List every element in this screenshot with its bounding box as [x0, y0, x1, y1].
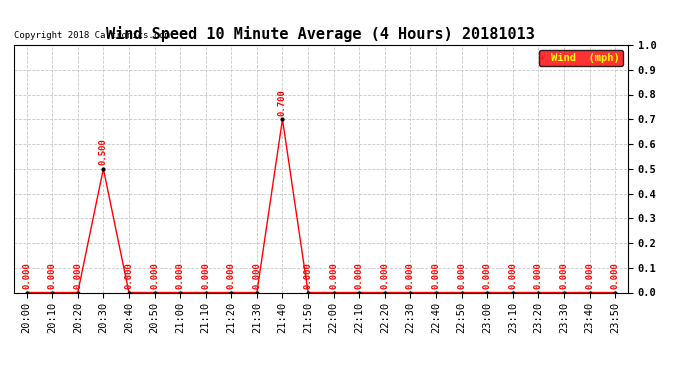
Text: 0.700: 0.700	[278, 88, 287, 116]
Text: 0.000: 0.000	[431, 262, 440, 289]
Text: 0.000: 0.000	[585, 262, 594, 289]
Text: 0.000: 0.000	[304, 262, 313, 289]
Text: 0.000: 0.000	[227, 262, 236, 289]
Text: 0.000: 0.000	[150, 262, 159, 289]
Text: 0.000: 0.000	[329, 262, 338, 289]
Text: 0.000: 0.000	[176, 262, 185, 289]
Text: 0.000: 0.000	[611, 262, 620, 289]
Legend: Wind  (mph): Wind (mph)	[540, 50, 622, 66]
Text: 0.000: 0.000	[355, 262, 364, 289]
Text: 0.000: 0.000	[560, 262, 569, 289]
Text: 0.000: 0.000	[253, 262, 262, 289]
Text: 0.000: 0.000	[406, 262, 415, 289]
Text: 0.000: 0.000	[124, 262, 133, 289]
Text: 0.000: 0.000	[483, 262, 492, 289]
Text: 0.000: 0.000	[73, 262, 82, 289]
Text: 0.000: 0.000	[457, 262, 466, 289]
Text: 0.000: 0.000	[22, 262, 31, 289]
Text: Copyright 2018 Cartronics.com: Copyright 2018 Cartronics.com	[14, 31, 170, 40]
Text: 0.000: 0.000	[48, 262, 57, 289]
Title: Wind Speed 10 Minute Average (4 Hours) 20181013: Wind Speed 10 Minute Average (4 Hours) 2…	[106, 27, 535, 42]
Text: 0.500: 0.500	[99, 138, 108, 165]
Text: 0.000: 0.000	[534, 262, 543, 289]
Text: 0.000: 0.000	[380, 262, 389, 289]
Text: 0.000: 0.000	[509, 262, 518, 289]
Text: 0.000: 0.000	[201, 262, 210, 289]
